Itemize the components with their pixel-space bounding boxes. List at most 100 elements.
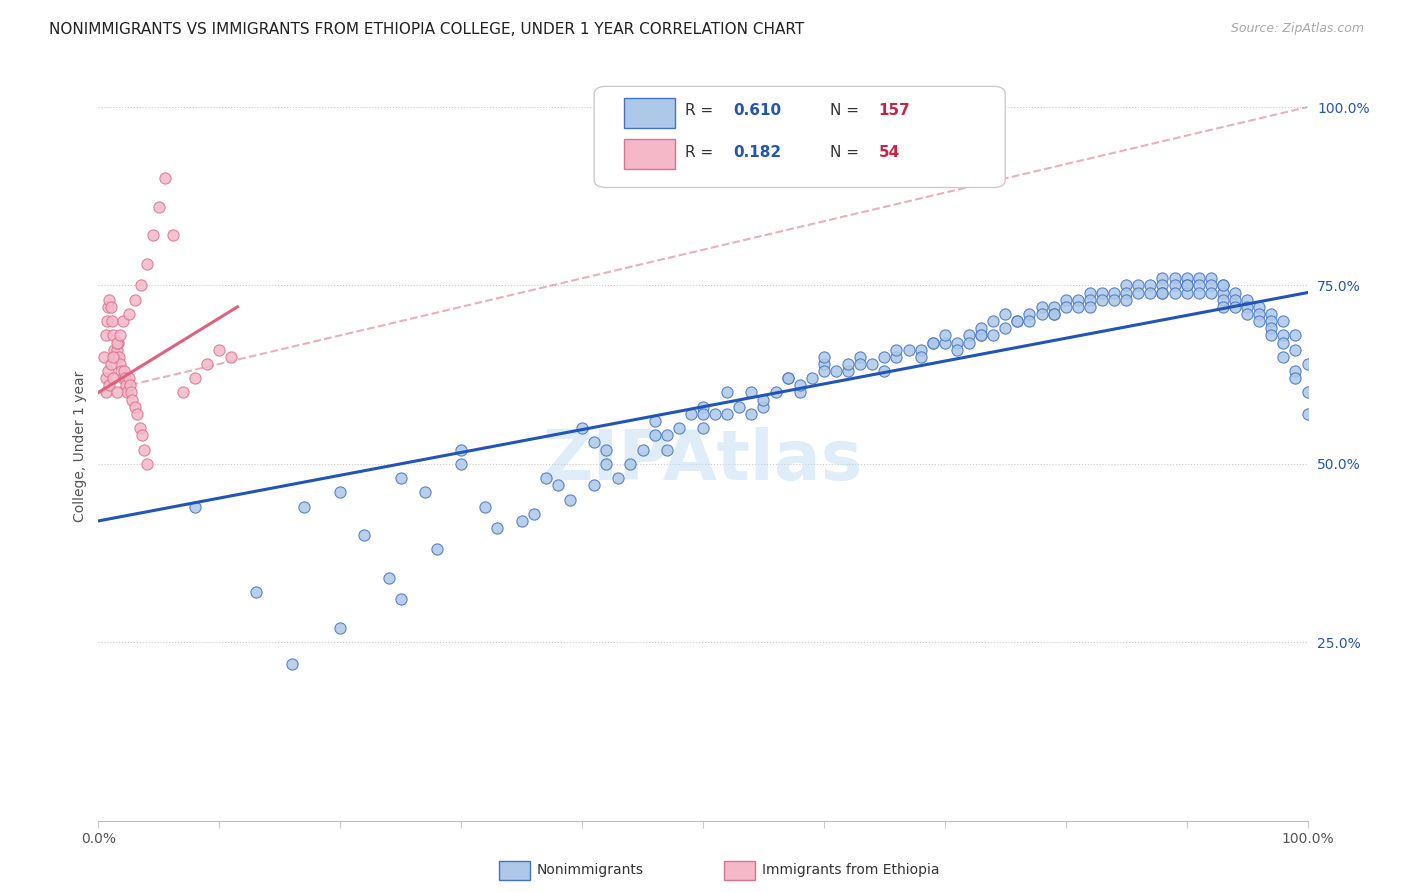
Point: [825, 364, 848, 378]
Point: [1175, 285, 1198, 300]
Point: [121, 392, 143, 407]
Point: [292, 500, 315, 514]
Text: 157: 157: [879, 103, 910, 118]
Point: [105, 385, 128, 400]
Text: NONIMMIGRANTS VS IMMIGRANTS FROM ETHIOPIA COLLEGE, UNDER 1 YEAR CORRELATION CHAR: NONIMMIGRANTS VS IMMIGRANTS FROM ETHIOPI…: [49, 22, 804, 37]
Point: [910, 350, 932, 364]
Text: R =: R =: [685, 145, 718, 160]
Point: [583, 478, 606, 492]
Point: [765, 385, 787, 400]
Point: [1163, 271, 1185, 285]
Point: [208, 343, 231, 357]
Point: [129, 278, 152, 293]
Point: [1091, 293, 1114, 307]
Point: [1152, 271, 1174, 285]
Point: [377, 571, 399, 585]
Point: [1284, 328, 1306, 343]
Point: [1067, 293, 1090, 307]
Point: [101, 371, 124, 385]
Point: [1091, 285, 1114, 300]
Point: [1199, 271, 1222, 285]
Point: [970, 328, 993, 343]
Point: [800, 371, 823, 385]
Point: [1223, 300, 1246, 314]
Point: [131, 428, 153, 442]
Point: [1212, 300, 1234, 314]
Point: [1284, 343, 1306, 357]
Point: [111, 371, 134, 385]
Point: [1031, 300, 1053, 314]
Point: [1078, 300, 1101, 314]
Point: [897, 343, 920, 357]
Point: [668, 421, 690, 435]
FancyBboxPatch shape: [624, 97, 675, 128]
Point: [100, 300, 122, 314]
Point: [474, 500, 496, 514]
Point: [1078, 293, 1101, 307]
Point: [115, 378, 138, 392]
Y-axis label: College, Under 1 year: College, Under 1 year: [73, 370, 87, 522]
Point: [849, 350, 872, 364]
Point: [644, 428, 666, 442]
Point: [389, 592, 412, 607]
Point: [1296, 407, 1319, 421]
Point: [946, 335, 969, 350]
Point: [1236, 293, 1258, 307]
Point: [837, 357, 859, 371]
Point: [1115, 278, 1137, 293]
Point: [1128, 278, 1150, 293]
Point: [981, 328, 1004, 343]
Point: [96, 314, 118, 328]
Point: [1042, 307, 1064, 321]
Point: [1102, 285, 1125, 300]
Point: [1152, 285, 1174, 300]
Point: [1018, 314, 1040, 328]
Point: [752, 392, 775, 407]
Point: [94, 385, 117, 400]
Point: [740, 407, 762, 421]
Point: [1212, 278, 1234, 293]
Point: [692, 400, 714, 414]
Point: [127, 407, 149, 421]
Point: [1115, 293, 1137, 307]
Point: [1296, 385, 1319, 400]
Point: [1067, 300, 1090, 314]
Point: [1042, 307, 1064, 321]
Point: [716, 385, 738, 400]
Point: [1212, 285, 1234, 300]
Point: [704, 407, 727, 421]
Point: [946, 343, 969, 357]
Point: [547, 478, 569, 492]
Point: [1199, 285, 1222, 300]
Text: Immigrants from Ethiopia: Immigrants from Ethiopia: [762, 863, 939, 877]
Point: [111, 314, 134, 328]
Point: [108, 350, 131, 364]
Point: [1260, 307, 1282, 321]
Point: [103, 343, 125, 357]
Point: [142, 228, 165, 243]
Point: [692, 421, 714, 435]
Point: [1272, 314, 1295, 328]
Point: [595, 442, 617, 457]
Point: [1102, 293, 1125, 307]
Point: [94, 371, 117, 385]
Point: [873, 364, 896, 378]
Point: [957, 335, 980, 350]
Point: [837, 364, 859, 378]
Point: [98, 378, 121, 392]
Point: [1212, 293, 1234, 307]
Point: [583, 435, 606, 450]
Point: [595, 457, 617, 471]
Point: [94, 328, 117, 343]
Point: [93, 350, 115, 364]
Point: [813, 364, 835, 378]
Point: [692, 407, 714, 421]
Point: [1199, 278, 1222, 293]
Point: [114, 371, 136, 385]
Point: [910, 343, 932, 357]
Point: [162, 228, 184, 243]
Point: [486, 521, 509, 535]
Point: [124, 293, 146, 307]
Point: [110, 364, 132, 378]
Point: [558, 492, 581, 507]
